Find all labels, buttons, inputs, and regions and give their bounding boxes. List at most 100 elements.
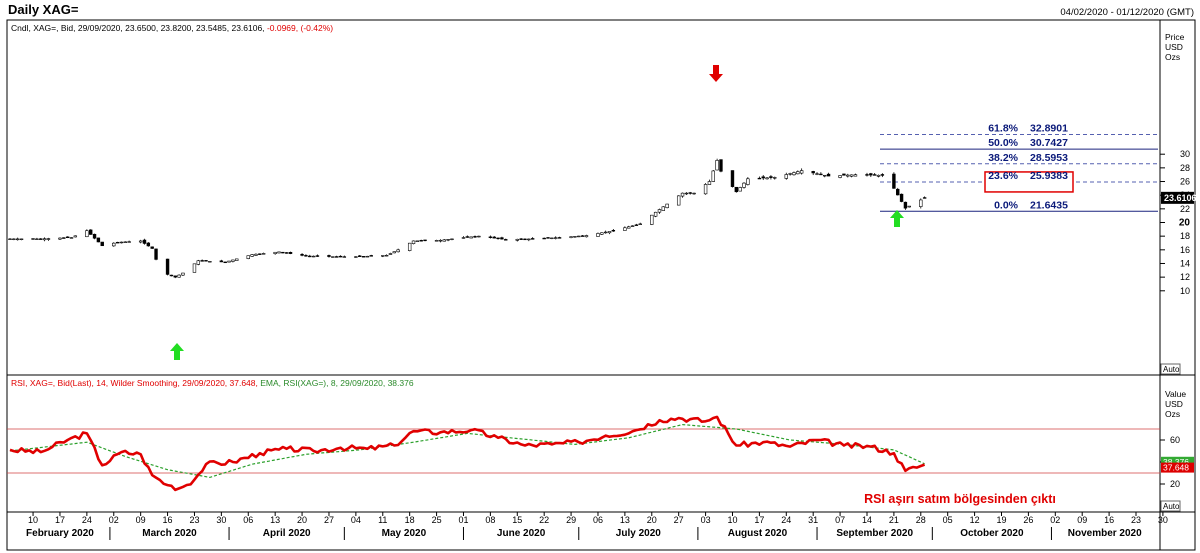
candle-body xyxy=(42,238,47,241)
annotations xyxy=(170,65,904,360)
candle-body xyxy=(39,238,43,240)
fib-ratio-label: 23.6% xyxy=(988,170,1018,182)
candle-body xyxy=(258,253,262,255)
last-price-badge xyxy=(1161,191,1194,204)
candle-body xyxy=(611,230,616,232)
candlestick-series xyxy=(8,158,927,279)
candle-body xyxy=(477,235,481,238)
candle-body xyxy=(550,237,554,240)
candle-body xyxy=(407,242,412,251)
price-tick-label: 16 xyxy=(1180,245,1190,255)
candle-body xyxy=(19,238,24,240)
candle-body xyxy=(181,272,185,276)
candle-body xyxy=(469,236,473,239)
candle-body xyxy=(434,240,439,242)
x-tick-label: 02 xyxy=(1050,515,1060,525)
candle-body xyxy=(196,260,201,265)
x-tick-label: 05 xyxy=(943,515,953,525)
candle-body xyxy=(411,240,416,244)
candle-body xyxy=(69,237,74,239)
candle-body xyxy=(688,192,692,194)
candle-body xyxy=(365,255,370,258)
rsi-series xyxy=(7,415,1160,492)
fib-price-label: 21.6435 xyxy=(1030,199,1068,211)
month-label: October 2020 xyxy=(960,528,1024,539)
rsi-annotation: RSI aşırı satım bölgesinden çıktı xyxy=(864,492,1056,506)
price-auto-label: Auto xyxy=(1163,365,1180,374)
last-price-label: 23.6106 xyxy=(1164,193,1197,203)
fib-price-label: 32.8901 xyxy=(1030,122,1068,134)
candle-body xyxy=(31,238,35,240)
candle-body xyxy=(527,238,531,241)
candle-body xyxy=(315,255,320,257)
candle-body xyxy=(853,174,858,177)
candle-body xyxy=(569,236,573,238)
price-tick-label: 30 xyxy=(1180,149,1190,159)
candle-body xyxy=(15,238,20,241)
candle-body xyxy=(492,236,496,239)
candle-body xyxy=(623,227,627,231)
candle-body xyxy=(584,235,589,238)
x-tick-label: 23 xyxy=(1131,515,1141,525)
candle-body xyxy=(504,239,508,241)
candle-body xyxy=(869,173,873,176)
candle-body xyxy=(85,230,89,238)
candle-body xyxy=(746,178,750,185)
candle-body xyxy=(246,255,250,259)
candle-body xyxy=(123,241,127,243)
candle-body xyxy=(369,255,373,257)
candle-body xyxy=(903,201,908,209)
x-tick-label: 29 xyxy=(566,515,576,525)
candle-body xyxy=(557,237,562,239)
rsi-auto-label: Auto xyxy=(1163,502,1180,511)
rsi-axis-label-3: Ozs xyxy=(1165,409,1180,419)
candle-body xyxy=(288,252,293,254)
candle-body xyxy=(734,186,739,193)
candle-body xyxy=(573,236,577,238)
x-tick-label: 24 xyxy=(781,515,791,525)
candle-body xyxy=(46,238,51,240)
candle-body xyxy=(596,233,600,237)
x-tick-label: 18 xyxy=(405,515,415,525)
fib-ratio-label: 38.2% xyxy=(988,152,1018,164)
fib-label-bg xyxy=(987,123,1071,133)
candle-body xyxy=(799,170,804,174)
candle-body xyxy=(65,236,70,238)
candle-body xyxy=(826,173,831,177)
candle-body xyxy=(300,253,304,256)
candle-body xyxy=(277,251,281,254)
rsi-value-label: 37.648 xyxy=(1163,463,1189,473)
candle-body xyxy=(773,177,777,179)
arrow-up-icon xyxy=(890,210,904,227)
month-label: March 2020 xyxy=(142,528,197,539)
candle-body xyxy=(169,274,174,277)
price-tick-label: 26 xyxy=(1180,177,1190,187)
candle-body xyxy=(261,253,266,255)
x-tick-label: 10 xyxy=(28,515,38,525)
candle-body xyxy=(177,274,181,278)
fib-ratio-label: 50.0% xyxy=(988,137,1018,149)
x-tick-label: 17 xyxy=(754,515,764,525)
candle-body xyxy=(331,256,335,258)
candle-body xyxy=(231,259,235,262)
candle-body xyxy=(865,174,869,176)
x-tick-label: 11 xyxy=(378,515,387,525)
candle-body xyxy=(354,256,358,258)
price-axis-label-2: USD xyxy=(1165,42,1183,52)
x-tick-label: 10 xyxy=(727,515,737,525)
candle-body xyxy=(361,256,366,258)
candle-body xyxy=(638,223,642,225)
price-auto-button[interactable] xyxy=(1160,363,1181,375)
x-tick-label: 09 xyxy=(1077,515,1087,525)
price-tick-label: 22 xyxy=(1180,204,1190,214)
price-info-line: Cndl, XAG=, Bid, 29/09/2020, 23.6500, 23… xyxy=(11,23,333,33)
x-tick-label: 28 xyxy=(916,515,926,525)
price-axis-label-3: Ozs xyxy=(1165,52,1180,62)
candle-body xyxy=(703,184,708,195)
rsi-info-line: RSI, XAG=, Bid(Last), 14, Wilder Smoothi… xyxy=(11,378,414,388)
candle-body xyxy=(823,174,827,177)
candle-body xyxy=(811,171,815,174)
rsi-auto-button[interactable] xyxy=(1160,500,1181,512)
ema-line xyxy=(9,423,925,479)
candle-body xyxy=(896,188,900,196)
